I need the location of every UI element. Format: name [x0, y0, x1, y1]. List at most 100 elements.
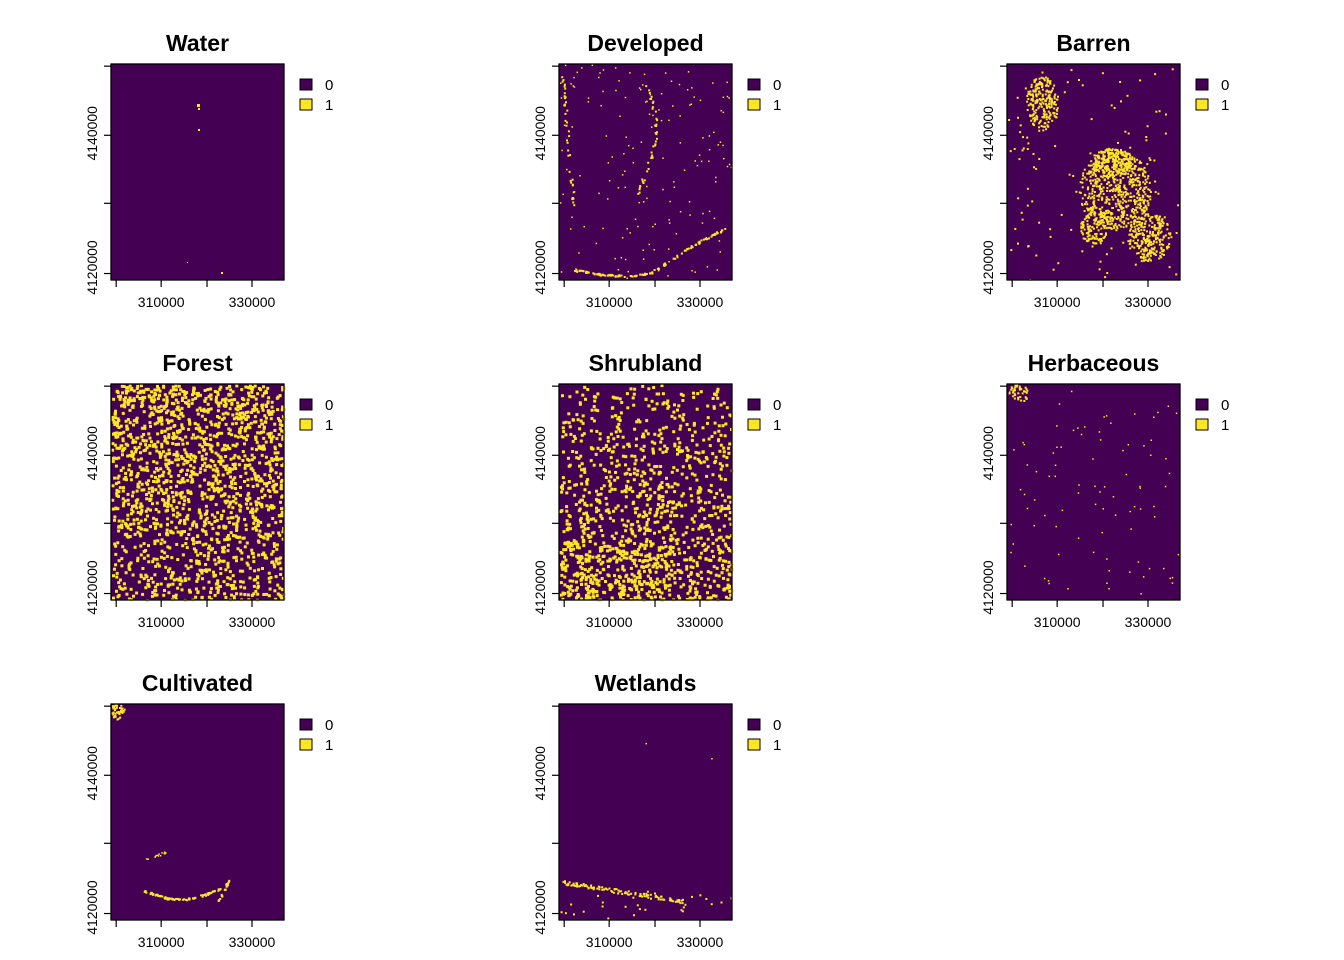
raster-cell-1 — [226, 471, 230, 475]
raster-cell-1 — [243, 517, 247, 521]
raster-cell-1 — [1037, 83, 1040, 86]
raster-cell-1 — [645, 520, 649, 524]
raster-cell-1 — [648, 558, 652, 562]
raster-cell-1 — [637, 528, 641, 532]
raster-cell-1 — [1095, 154, 1098, 157]
raster-cell-1 — [645, 494, 648, 497]
raster-cell-1 — [696, 457, 700, 461]
raster-cell-1 — [122, 402, 126, 406]
raster-cell-1 — [156, 582, 160, 586]
raster-cell-1 — [606, 573, 610, 577]
raster-cell-1 — [150, 594, 154, 598]
raster-cell-1 — [272, 542, 276, 546]
raster-cell-1 — [699, 499, 703, 503]
raster-cell-1 — [1159, 231, 1162, 234]
raster-cell-1 — [688, 596, 692, 600]
raster-cell-1 — [208, 465, 212, 469]
raster-cell-1 — [1133, 222, 1136, 225]
raster-cell-1 — [1102, 171, 1105, 174]
raster-cell-1 — [610, 461, 614, 465]
raster-cell-1 — [571, 450, 575, 453]
raster-cell-1 — [271, 459, 275, 462]
raster-cell-1 — [687, 247, 690, 250]
raster-cell-1 — [1112, 155, 1115, 158]
raster-cell-1 — [642, 515, 646, 519]
raster-cell-1 — [1162, 250, 1165, 253]
raster-cell-1 — [718, 488, 722, 492]
raster-cell-1 — [1143, 166, 1146, 169]
raster-cell-1 — [269, 417, 273, 421]
raster-cell-1 — [121, 391, 125, 395]
raster-cell-1 — [1107, 176, 1110, 178]
raster-cell-1 — [136, 458, 140, 462]
raster-cell-1 — [1158, 222, 1161, 225]
raster-cell-1 — [198, 129, 200, 131]
raster-cell-1 — [178, 576, 182, 580]
raster-cell-1 — [1108, 202, 1111, 205]
raster-cell-1 — [722, 524, 726, 528]
raster-cell-1 — [564, 420, 568, 424]
raster-cell-1 — [1144, 239, 1146, 241]
raster-cell-1 — [264, 455, 268, 459]
raster-cell-1 — [1045, 116, 1048, 118]
raster-cell-1 — [149, 412, 153, 416]
legend-swatch — [1195, 98, 1209, 111]
raster-cell-1 — [717, 439, 720, 443]
raster-cell-1 — [228, 470, 232, 474]
raster-cell-1 — [618, 575, 622, 579]
raster-cell-1 — [668, 248, 670, 250]
raster-cell-1 — [632, 162, 635, 164]
raster-cell-1 — [560, 565, 564, 569]
raster-cell-1 — [1075, 190, 1078, 193]
raster-cell-1 — [601, 560, 605, 564]
raster-cell-1 — [1175, 412, 1178, 414]
raster-cell-1 — [722, 401, 726, 405]
raster-cell-1 — [149, 497, 153, 501]
raster-cell-1 — [151, 580, 155, 584]
raster-cell-1 — [166, 505, 170, 509]
raster-cell-1 — [1101, 196, 1104, 199]
raster-cell-1 — [709, 490, 713, 494]
raster-cell-1 — [582, 573, 586, 577]
raster-cell-1 — [156, 468, 160, 472]
raster-cell-1 — [710, 435, 714, 438]
raster-cell-1 — [579, 474, 583, 478]
raster-cell-1 — [117, 519, 121, 523]
raster-cell-1 — [1068, 173, 1071, 176]
raster-cell-1 — [238, 540, 242, 544]
raster-cell-1 — [695, 443, 699, 447]
raster-cell-1 — [1053, 95, 1056, 98]
raster-cell-1 — [1145, 206, 1148, 209]
raster-cell-1 — [171, 495, 175, 499]
raster-cell-1 — [1106, 209, 1109, 212]
raster-cell-1 — [701, 426, 705, 430]
raster-cell-1 — [1014, 386, 1017, 389]
raster-cell-1 — [1129, 161, 1131, 164]
raster-cell-1 — [620, 539, 624, 543]
raster-cell-1 — [145, 575, 149, 579]
raster-cell-1 — [606, 439, 610, 443]
raster-cell-1 — [163, 435, 167, 439]
raster-cell-1 — [1018, 385, 1021, 388]
raster-cell-1 — [627, 270, 629, 273]
raster-cell-1 — [599, 549, 602, 553]
raster-cell-1 — [1019, 396, 1022, 398]
raster-cell-1 — [1045, 90, 1048, 93]
raster-cell-1 — [138, 391, 142, 395]
raster-cell-1 — [221, 398, 225, 402]
raster-cell-1 — [673, 416, 677, 420]
legend-swatch — [299, 398, 313, 411]
raster-cell-1 — [269, 476, 272, 480]
raster-cell-1 — [618, 80, 620, 82]
raster-cell-1 — [147, 432, 151, 436]
raster-cell-1 — [159, 404, 163, 408]
raster-cell-1 — [238, 535, 242, 539]
raster-cell-1 — [1169, 232, 1172, 235]
raster-cell-1 — [1050, 98, 1053, 101]
raster-cell-1 — [136, 482, 140, 486]
raster-cell-1 — [152, 516, 156, 520]
raster-cell-1 — [706, 596, 710, 600]
raster-cell-1 — [1153, 227, 1156, 230]
raster-cell-1 — [1120, 171, 1123, 174]
raster-cell-1 — [179, 519, 183, 523]
